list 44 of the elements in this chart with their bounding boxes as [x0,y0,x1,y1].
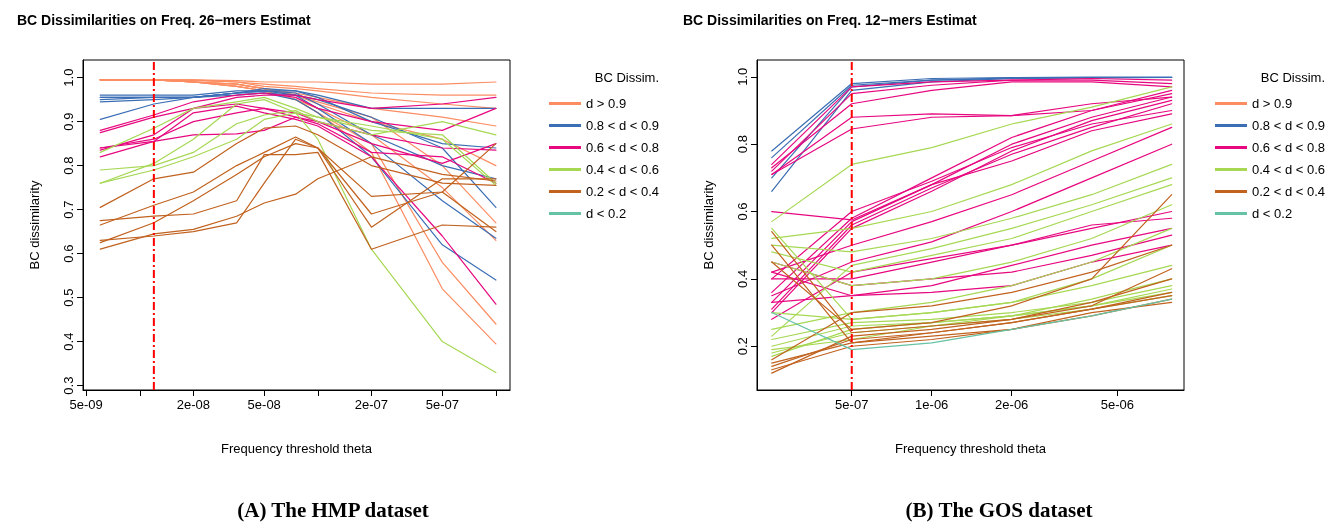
y-tick-label: 1.0 [735,67,750,86]
legend-label: 0.4 < d < 0.6 [1252,162,1326,177]
y-tick-label: 0.9 [61,112,76,131]
y-tick-label: 0.6 [735,202,750,221]
x-tick-label: 1e-06 [915,397,949,412]
legend-label: d > 0.9 [1252,96,1293,111]
y-axis-title: BC dissimilarity [701,180,716,270]
legend-title: BC Dissim. [594,70,659,85]
legend-label: 0.6 < d < 0.8 [586,140,660,155]
chart-title: BC Dissimilarities on Freq. 12−mers Estimat [683,12,978,28]
y-tick-label: 0.3 [61,376,76,395]
x-tick-label: 5e-07 [835,397,869,412]
legend-label: 0.4 < d < 0.6 [586,162,660,177]
legend-label: d < 0.2 [586,206,627,221]
y-tick-label: 1.0 [61,68,76,87]
legend-label: d > 0.9 [586,96,627,111]
x-axis-title: Frequency threshold theta [894,441,1047,456]
x-tick-label: 2e-06 [995,397,1029,412]
legend-label: 0.6 < d < 0.8 [1252,140,1326,155]
y-tick-label: 0.2 [735,337,750,356]
legend-title: BC Dissim. [1260,70,1325,85]
x-axis-title: Frequency threshold theta [220,441,373,456]
x-tick-label: 5e-09 [69,397,103,412]
x-tick-label: 5e-06 [1100,397,1135,412]
legend-label: 0.8 < d < 0.9 [1252,118,1326,133]
y-tick-label: 0.8 [61,156,76,175]
x-tick-label: 2e-08 [176,397,210,412]
legend-label: 0.8 < d < 0.9 [586,118,660,133]
x-tick-label: 5e-08 [247,397,281,412]
y-tick-label: 0.7 [61,200,76,219]
y-tick-label: 0.4 [735,269,750,288]
y-tick-label: 0.5 [61,288,76,307]
legend-label: 0.2 < d < 0.4 [1252,184,1326,199]
text: (A) The HMP dataset [237,497,429,522]
y-axis-title: BC dissimilarity [27,180,42,270]
legend-label: 0.2 < d < 0.4 [586,184,660,199]
y-tick-label: 0.6 [61,244,76,263]
y-tick-label: 0.8 [735,135,750,154]
x-tick-label: 2e-07 [354,397,389,412]
text: (B) The GOS dataset [905,497,1093,522]
chart-title: BC Dissimilarities on Freq. 26−mers Estimat [17,12,312,28]
x-tick-label: 5e-07 [425,397,459,412]
y-tick-label: 0.4 [61,332,76,351]
legend-label: d < 0.2 [1252,206,1293,221]
